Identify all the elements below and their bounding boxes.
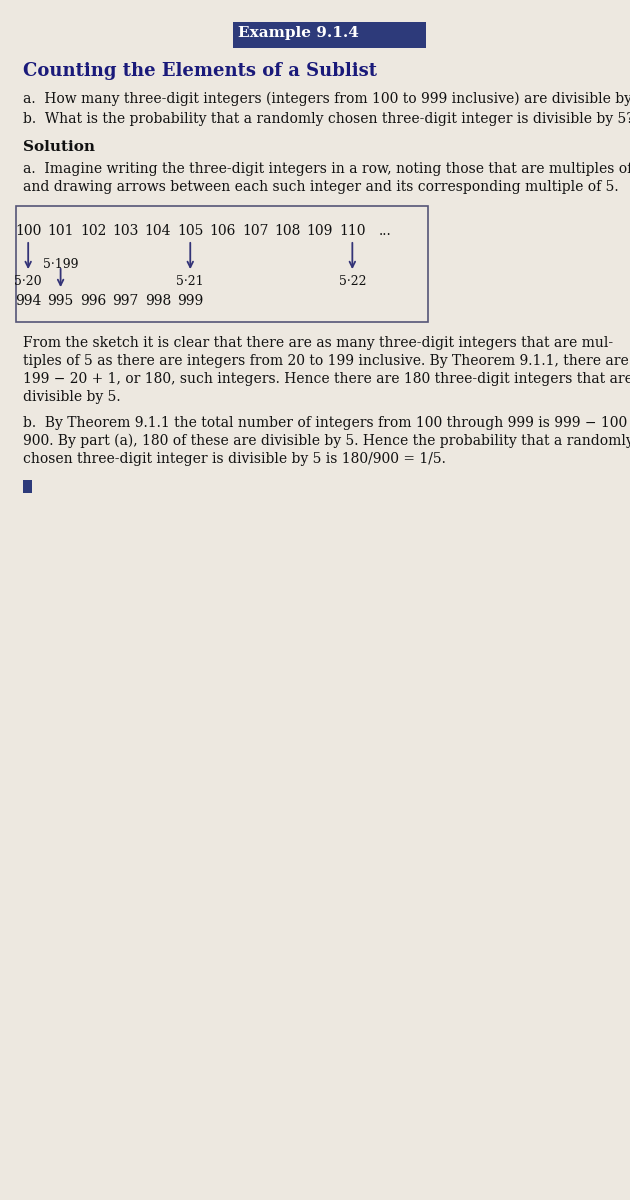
Text: 997: 997 bbox=[112, 294, 139, 308]
Text: 900. By part (a), 180 of these are divisible by 5. Hence the probability that a : 900. By part (a), 180 of these are divis… bbox=[23, 434, 630, 449]
FancyBboxPatch shape bbox=[16, 206, 428, 322]
Text: chosen three-digit integer is divisible by 5 is 180/900 = 1/5.: chosen three-digit integer is divisible … bbox=[23, 452, 445, 466]
Text: 104: 104 bbox=[145, 224, 171, 238]
Text: 999: 999 bbox=[177, 294, 203, 308]
Text: 100: 100 bbox=[15, 224, 42, 238]
Text: b.  What is the probability that a randomly chosen three-digit integer is divisi: b. What is the probability that a random… bbox=[23, 112, 630, 126]
Text: 996: 996 bbox=[80, 294, 106, 308]
Text: b.  By Theorem 9.1.1 the total number of integers from 100 through 999 is 999 − : b. By Theorem 9.1.1 the total number of … bbox=[23, 416, 630, 430]
Text: 101: 101 bbox=[47, 224, 74, 238]
Text: 108: 108 bbox=[274, 224, 301, 238]
Text: and drawing arrows between each such integer and its corresponding multiple of 5: and drawing arrows between each such int… bbox=[23, 180, 618, 194]
Text: From the sketch it is clear that there are as many three-digit integers that are: From the sketch it is clear that there a… bbox=[23, 336, 612, 350]
Bar bbox=[23, 480, 32, 493]
Text: 109: 109 bbox=[307, 224, 333, 238]
Text: 995: 995 bbox=[47, 294, 74, 308]
Text: 103: 103 bbox=[112, 224, 139, 238]
Text: Solution: Solution bbox=[23, 140, 94, 154]
Text: Counting the Elements of a Sublist: Counting the Elements of a Sublist bbox=[23, 62, 377, 80]
Text: 998: 998 bbox=[145, 294, 171, 308]
Text: 105: 105 bbox=[177, 224, 203, 238]
Text: a.  Imagine writing the three-digit integers in a row, noting those that are mul: a. Imagine writing the three-digit integ… bbox=[23, 162, 630, 176]
Text: 110: 110 bbox=[339, 224, 365, 238]
Text: ...: ... bbox=[379, 224, 391, 238]
FancyBboxPatch shape bbox=[232, 22, 427, 48]
Text: 5·20: 5·20 bbox=[14, 275, 42, 288]
Text: Example 9.1.4: Example 9.1.4 bbox=[238, 26, 359, 40]
Text: 107: 107 bbox=[242, 224, 268, 238]
Text: 5·199: 5·199 bbox=[43, 258, 78, 271]
Text: tiples of 5 as there are integers from 20 to 199 inclusive. By Theorem 9.1.1, th: tiples of 5 as there are integers from 2… bbox=[23, 354, 628, 368]
Text: 994: 994 bbox=[15, 294, 42, 308]
Text: a.  How many three-digit integers (integers from 100 to 999 inclusive) are divis: a. How many three-digit integers (intege… bbox=[23, 92, 630, 107]
Text: divisible by 5.: divisible by 5. bbox=[23, 390, 120, 404]
Text: 5·22: 5·22 bbox=[338, 275, 366, 288]
Text: 102: 102 bbox=[80, 224, 106, 238]
Text: 199 − 20 + 1, or 180, such integers. Hence there are 180 three-digit integers th: 199 − 20 + 1, or 180, such integers. Hen… bbox=[23, 372, 630, 386]
Text: 106: 106 bbox=[210, 224, 236, 238]
Text: 5·21: 5·21 bbox=[176, 275, 204, 288]
